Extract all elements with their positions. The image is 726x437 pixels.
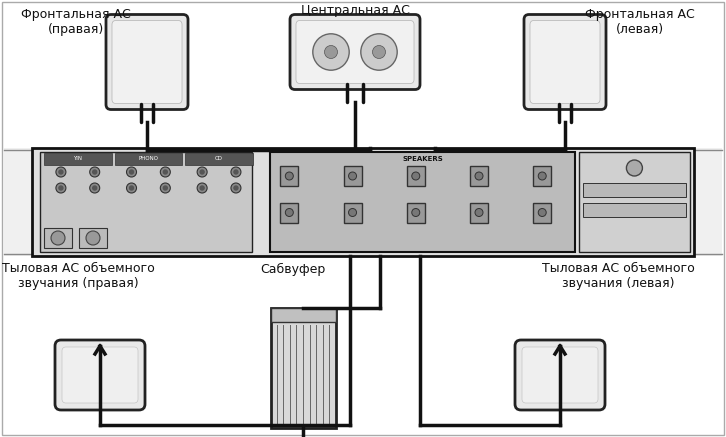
Circle shape bbox=[234, 170, 238, 174]
Circle shape bbox=[234, 186, 238, 190]
FancyBboxPatch shape bbox=[112, 21, 182, 104]
Circle shape bbox=[197, 183, 207, 193]
Text: Фронтальная АС
(левая): Фронтальная АС (левая) bbox=[585, 8, 695, 36]
Circle shape bbox=[93, 186, 97, 190]
Bar bbox=[583, 203, 686, 217]
Circle shape bbox=[90, 183, 99, 193]
Text: Фронтальная АС
(правая): Фронтальная АС (правая) bbox=[21, 8, 131, 36]
Text: Тыловая АС объемного
звучания (правая): Тыловая АС объемного звучания (правая) bbox=[1, 262, 155, 290]
Circle shape bbox=[372, 45, 386, 59]
Bar bbox=[32, 148, 694, 256]
Circle shape bbox=[129, 186, 134, 190]
Bar bbox=[115, 153, 182, 165]
Circle shape bbox=[160, 167, 171, 177]
Circle shape bbox=[90, 167, 99, 177]
Circle shape bbox=[285, 172, 293, 180]
Bar bbox=[407, 166, 425, 186]
Bar bbox=[271, 308, 335, 323]
Circle shape bbox=[56, 183, 66, 193]
Circle shape bbox=[313, 34, 349, 70]
Circle shape bbox=[129, 170, 134, 174]
Bar bbox=[343, 202, 362, 222]
Circle shape bbox=[475, 172, 483, 180]
Circle shape bbox=[86, 231, 100, 245]
Circle shape bbox=[538, 172, 546, 180]
Bar bbox=[407, 202, 425, 222]
Text: PHONO: PHONO bbox=[139, 156, 158, 162]
Circle shape bbox=[163, 186, 167, 190]
Circle shape bbox=[285, 208, 293, 216]
Bar bbox=[185, 153, 253, 165]
Bar bbox=[470, 166, 488, 186]
Text: Сабвуфер: Сабвуфер bbox=[261, 263, 326, 276]
FancyBboxPatch shape bbox=[530, 21, 600, 104]
FancyBboxPatch shape bbox=[296, 21, 414, 83]
Circle shape bbox=[197, 167, 207, 177]
Bar bbox=[470, 202, 488, 222]
Bar bbox=[579, 152, 690, 252]
Bar bbox=[533, 166, 551, 186]
Bar bbox=[40, 152, 252, 252]
Bar bbox=[44, 228, 72, 248]
FancyBboxPatch shape bbox=[106, 14, 188, 110]
Circle shape bbox=[231, 183, 241, 193]
Text: CD: CD bbox=[215, 156, 223, 162]
Circle shape bbox=[59, 170, 63, 174]
Bar bbox=[280, 166, 298, 186]
FancyBboxPatch shape bbox=[290, 14, 420, 90]
Circle shape bbox=[348, 172, 356, 180]
FancyBboxPatch shape bbox=[524, 14, 606, 110]
Bar bbox=[533, 202, 551, 222]
Bar bbox=[583, 183, 686, 197]
Text: Тыловая АС объемного
звучания (левая): Тыловая АС объемного звучания (левая) bbox=[542, 262, 694, 290]
FancyBboxPatch shape bbox=[62, 347, 138, 403]
Bar bbox=[343, 166, 362, 186]
Circle shape bbox=[475, 208, 483, 216]
Bar bbox=[270, 152, 575, 252]
Text: YIN: YIN bbox=[73, 156, 82, 162]
Circle shape bbox=[200, 186, 204, 190]
Circle shape bbox=[200, 170, 204, 174]
Circle shape bbox=[412, 172, 420, 180]
FancyBboxPatch shape bbox=[271, 308, 335, 428]
Circle shape bbox=[627, 160, 643, 176]
Text: SPEAKERS: SPEAKERS bbox=[402, 156, 443, 162]
Circle shape bbox=[163, 170, 167, 174]
Circle shape bbox=[160, 183, 171, 193]
Bar bbox=[79, 228, 107, 248]
Circle shape bbox=[538, 208, 546, 216]
Circle shape bbox=[361, 34, 397, 70]
Bar bbox=[280, 202, 298, 222]
FancyBboxPatch shape bbox=[515, 340, 605, 410]
Circle shape bbox=[56, 167, 66, 177]
Circle shape bbox=[325, 45, 338, 59]
Text: Центральная АС: Центральная АС bbox=[301, 4, 409, 17]
Circle shape bbox=[126, 167, 136, 177]
Bar bbox=[44, 153, 112, 165]
Circle shape bbox=[93, 170, 97, 174]
Circle shape bbox=[126, 183, 136, 193]
Circle shape bbox=[51, 231, 65, 245]
Circle shape bbox=[412, 208, 420, 216]
Circle shape bbox=[348, 208, 356, 216]
Circle shape bbox=[59, 186, 63, 190]
Circle shape bbox=[231, 167, 241, 177]
Bar bbox=[4, 148, 722, 256]
FancyBboxPatch shape bbox=[55, 340, 145, 410]
FancyBboxPatch shape bbox=[522, 347, 598, 403]
